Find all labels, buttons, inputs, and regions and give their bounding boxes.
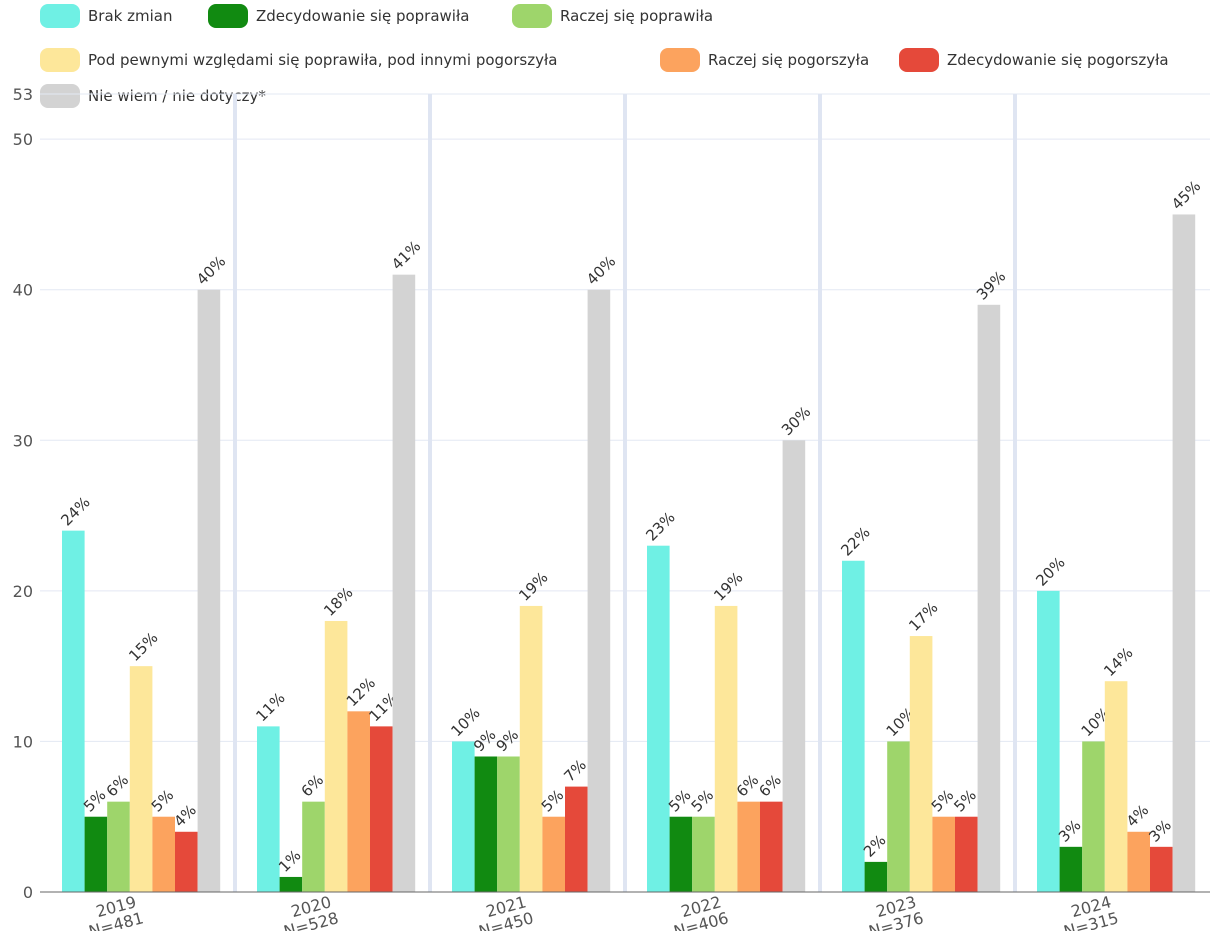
bar [84, 816, 108, 892]
bar [647, 545, 670, 892]
bar [1172, 214, 1196, 893]
bar [760, 801, 783, 892]
bar [565, 786, 588, 892]
y-tick-label: 50 [13, 130, 33, 149]
data-label: 20% [1032, 553, 1068, 589]
bar [392, 274, 416, 892]
legend-item[interactable]: Brak zmian [40, 4, 172, 28]
legend-item[interactable]: Raczej się pogorszyła [660, 48, 869, 72]
bar [474, 756, 498, 892]
legend-label: Brak zmian [88, 7, 173, 25]
bar [669, 816, 693, 892]
bar [887, 741, 910, 892]
data-label: 5% [688, 786, 718, 816]
bar [62, 530, 85, 892]
data-label: 11% [252, 689, 288, 725]
data-label: 19% [515, 568, 551, 604]
data-label: 17% [905, 599, 941, 635]
bar [737, 801, 760, 892]
bar [197, 289, 221, 892]
bar [452, 741, 475, 892]
data-label: 41% [388, 237, 424, 273]
bar [842, 560, 865, 892]
bar [257, 726, 280, 892]
data-label: 18% [320, 584, 356, 620]
bar [1104, 681, 1128, 892]
bar [909, 636, 933, 892]
data-label: 30% [778, 403, 814, 439]
data-label: 40% [583, 252, 619, 288]
bar [347, 711, 370, 892]
bar [692, 816, 715, 892]
legend-swatch [208, 4, 248, 28]
legend-label: Zdecydowanie się pogorszyła [947, 51, 1169, 69]
data-label: 6% [298, 771, 328, 801]
data-label: 15% [125, 629, 161, 665]
bar [932, 816, 955, 892]
data-label: 6% [103, 771, 133, 801]
legend-label: Zdecydowanie się poprawiła [256, 7, 470, 25]
data-label: 23% [642, 508, 678, 544]
bar [1082, 741, 1105, 892]
y-tick-label: 20 [13, 582, 33, 601]
data-label: 14% [1100, 644, 1136, 680]
bar [1059, 846, 1083, 892]
legend-label: Raczej się pogorszyła [708, 51, 870, 69]
legend-item[interactable]: Raczej się poprawiła [512, 4, 713, 28]
y-tick-label: 40 [13, 281, 33, 300]
legend-swatch [660, 48, 700, 72]
bar [129, 666, 153, 892]
data-label: 40% [193, 252, 229, 288]
legend-item[interactable]: Pod pewnymi względami się poprawiła, pod… [40, 48, 557, 72]
bar [519, 605, 543, 892]
bar [977, 304, 1001, 892]
bar [279, 876, 303, 892]
legend-label: Raczej się poprawiła [560, 7, 714, 25]
bar [1127, 831, 1150, 892]
y-tick-label: 10 [13, 732, 33, 751]
bar [152, 816, 175, 892]
data-label: 45% [1168, 177, 1204, 213]
bar [324, 620, 348, 892]
bar [542, 816, 565, 892]
legend-item[interactable]: Zdecydowanie się poprawiła [208, 4, 469, 28]
data-label: 22% [837, 523, 873, 559]
bar [587, 289, 611, 892]
data-label: 6% [755, 771, 785, 801]
legend-swatch [512, 4, 552, 28]
bar [864, 861, 888, 892]
data-label: 39% [973, 267, 1009, 303]
data-label: 5% [950, 786, 980, 816]
y-tick-label: 0 [23, 883, 33, 902]
bar [175, 831, 198, 892]
data-label: 7% [560, 756, 590, 786]
legend-swatch [40, 48, 80, 72]
data-label: 9% [493, 726, 523, 756]
legend-item[interactable]: Zdecydowanie się pogorszyła [899, 48, 1169, 72]
legend-label: Nie wiem / nie dotyczy* [88, 87, 266, 105]
legend-swatch [899, 48, 939, 72]
bar [107, 801, 130, 892]
y-tick-label: 53 [13, 85, 33, 104]
legend-swatch [40, 84, 80, 108]
bar [955, 816, 978, 892]
bar [1150, 846, 1173, 892]
bar [782, 440, 806, 892]
bar [497, 756, 520, 892]
y-tick-label: 30 [13, 431, 33, 450]
bar [370, 726, 393, 892]
bar [714, 605, 738, 892]
data-label: 24% [57, 493, 93, 529]
legend-item[interactable]: Nie wiem / nie dotyczy* [40, 84, 266, 108]
data-label: 19% [710, 568, 746, 604]
legend-swatch [40, 4, 80, 28]
bar [302, 801, 325, 892]
bar [1037, 590, 1060, 892]
legend-label: Pod pewnymi względami się poprawiła, pod… [88, 51, 558, 69]
